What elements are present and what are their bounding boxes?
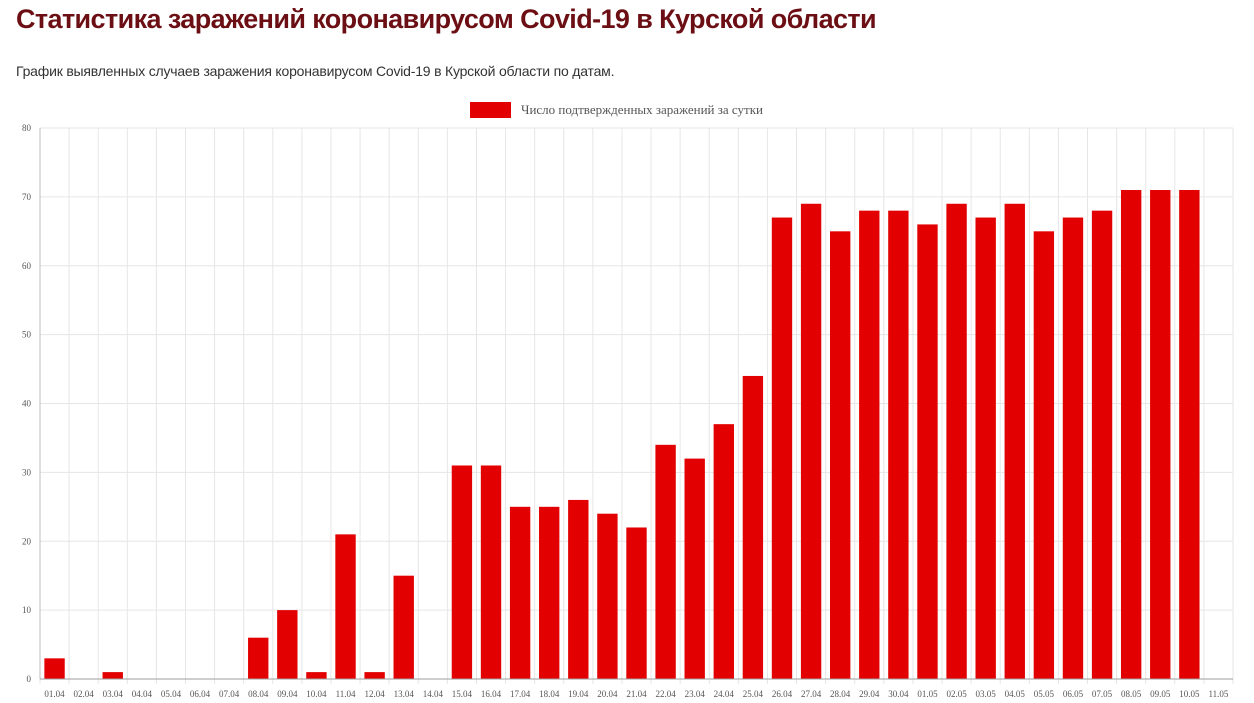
x-tick-label: 26.04 xyxy=(772,689,793,699)
bar xyxy=(248,637,269,679)
y-tick-label: 30 xyxy=(22,467,32,477)
x-tick-label: 16.04 xyxy=(481,689,502,699)
y-tick-label: 10 xyxy=(22,605,32,615)
bar xyxy=(1179,189,1200,680)
bar xyxy=(539,506,560,679)
x-tick-label: 06.04 xyxy=(190,689,211,699)
x-tick-label: 25.04 xyxy=(743,689,764,699)
x-tick-label: 10.05 xyxy=(1179,689,1200,699)
bar xyxy=(568,499,589,679)
x-tick-label: 15.04 xyxy=(452,689,473,699)
y-tick-label: 0 xyxy=(27,674,32,684)
x-tick-label: 03.05 xyxy=(976,689,997,699)
bar xyxy=(597,513,618,679)
bar xyxy=(684,458,705,679)
x-tick-label: 24.04 xyxy=(714,689,735,699)
bar xyxy=(364,672,385,679)
bar xyxy=(44,658,65,679)
x-tick-label: 27.04 xyxy=(801,689,822,699)
bar xyxy=(480,465,502,679)
bar xyxy=(829,231,851,679)
bar xyxy=(1004,203,1025,679)
x-tick-label: 20.04 xyxy=(597,689,618,699)
legend-swatch xyxy=(470,102,511,118)
bar xyxy=(1120,189,1142,680)
bar xyxy=(1091,210,1113,679)
x-tick-label: 08.05 xyxy=(1121,689,1142,699)
x-tick-label: 11.05 xyxy=(1208,689,1228,699)
x-tick-label: 05.05 xyxy=(1034,689,1055,699)
bar xyxy=(306,672,327,679)
bar xyxy=(742,375,764,679)
y-tick-label: 80 xyxy=(22,123,32,133)
bar xyxy=(1150,189,1171,680)
x-tick-label: 03.04 xyxy=(103,689,124,699)
bar xyxy=(917,224,938,680)
bar xyxy=(102,672,123,679)
x-tick-label: 30.04 xyxy=(888,689,909,699)
x-tick-label: 11.04 xyxy=(336,689,356,699)
x-tick-label: 09.04 xyxy=(277,689,298,699)
x-tick-label: 10.04 xyxy=(306,689,327,699)
x-tick-label: 17.04 xyxy=(510,689,531,699)
y-tick-label: 70 xyxy=(22,192,32,202)
bar xyxy=(1033,231,1055,679)
x-tick-label: 23.04 xyxy=(685,689,706,699)
page-title: Статистика заражений коронавирусом Covid… xyxy=(16,4,877,34)
chart-legend[interactable]: Число подтвержденных заражений за сутки xyxy=(470,101,763,119)
bar xyxy=(393,575,414,679)
y-tick-label: 20 xyxy=(22,536,32,546)
page-subtitle: График выявленных случаев заражения коро… xyxy=(16,63,615,79)
x-tick-label: 09.05 xyxy=(1150,689,1171,699)
x-tick-label: 12.04 xyxy=(364,689,385,699)
x-tick-label: 21.04 xyxy=(626,689,647,699)
bar xyxy=(335,534,356,679)
x-tick-label: 13.04 xyxy=(394,689,415,699)
bar xyxy=(655,444,676,679)
x-tick-label: 06.05 xyxy=(1063,689,1084,699)
bar xyxy=(975,217,996,679)
y-tick-label: 60 xyxy=(22,261,32,271)
x-tick-label: 07.05 xyxy=(1092,689,1113,699)
x-tick-label: 02.05 xyxy=(946,689,967,699)
bar xyxy=(946,203,967,679)
bar xyxy=(451,465,473,679)
bar xyxy=(859,210,880,679)
x-tick-label: 22.04 xyxy=(655,689,676,699)
x-tick-label: 14.04 xyxy=(423,689,444,699)
y-tick-label: 50 xyxy=(22,330,32,340)
legend-label: Число подтвержденных заражений за сутки xyxy=(521,102,763,117)
bar xyxy=(1062,217,1084,679)
x-tick-label: 29.04 xyxy=(859,689,880,699)
bar xyxy=(277,610,298,679)
bar xyxy=(771,217,793,679)
x-tick-label: 07.04 xyxy=(219,689,240,699)
x-tick-label: 08.04 xyxy=(248,689,269,699)
x-tick-label: 18.04 xyxy=(539,689,560,699)
x-tick-label: 05.04 xyxy=(161,689,182,699)
x-tick-label: 04.05 xyxy=(1005,689,1026,699)
bar xyxy=(800,203,822,679)
bar xyxy=(713,424,734,679)
x-tick-label: 02.04 xyxy=(74,689,95,699)
bar xyxy=(626,527,647,679)
x-tick-label: 04.04 xyxy=(132,689,153,699)
bar xyxy=(509,506,531,679)
y-tick-label: 40 xyxy=(22,399,32,409)
x-tick-label: 01.04 xyxy=(44,689,65,699)
x-tick-label: 19.04 xyxy=(568,689,589,699)
bar xyxy=(888,210,909,679)
x-tick-label: 28.04 xyxy=(830,689,851,699)
x-tick-label: 01.05 xyxy=(917,689,938,699)
